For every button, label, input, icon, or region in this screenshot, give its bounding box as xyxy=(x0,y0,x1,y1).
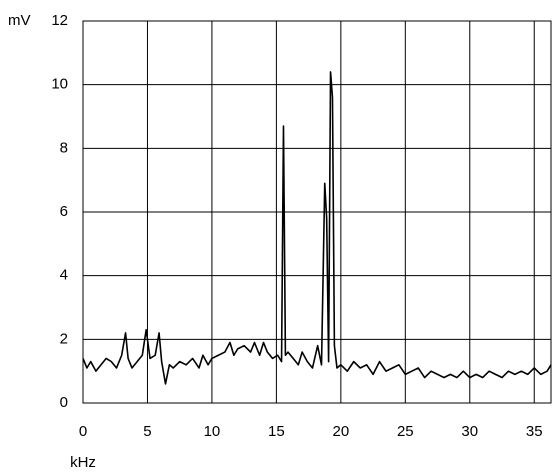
x-tick-label: 10 xyxy=(204,423,221,440)
y-tick-label: 4 xyxy=(60,267,68,284)
y-tick-label: 6 xyxy=(60,203,68,220)
y-tick-label: 8 xyxy=(60,139,68,156)
y-tick-label: 10 xyxy=(51,76,68,93)
x-tick-label: 20 xyxy=(333,423,350,440)
y-axis-label: mV xyxy=(8,12,31,29)
x-tick-label: 25 xyxy=(397,423,414,440)
x-tick-label: 5 xyxy=(143,423,151,440)
y-tick-label: 0 xyxy=(60,394,68,411)
data-line xyxy=(82,71,552,385)
x-tick-label: 35 xyxy=(526,423,543,440)
x-axis-label: kHz xyxy=(70,454,96,471)
x-tick-label: 15 xyxy=(268,423,285,440)
y-tick-label: 12 xyxy=(51,12,68,29)
y-tick-label: 2 xyxy=(60,330,68,347)
x-tick-label: 0 xyxy=(79,423,87,440)
x-tick-label: 30 xyxy=(461,423,478,440)
